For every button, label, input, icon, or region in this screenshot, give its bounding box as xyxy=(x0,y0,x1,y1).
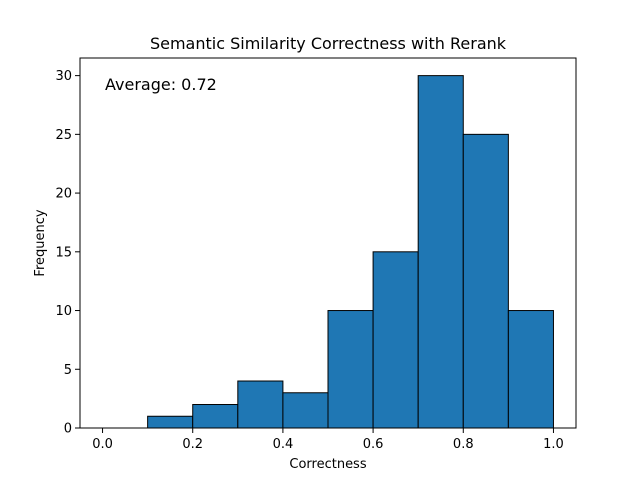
histogram-bar xyxy=(372,251,419,429)
x-axis-ticks: 0.0 0.2 0.4 0.6 0.8 1.0 xyxy=(92,428,564,452)
histogram-bar xyxy=(192,404,239,429)
y-tick-label: 20 xyxy=(55,187,72,202)
bars-group xyxy=(147,75,554,429)
x-tick-label: 1.0 xyxy=(543,437,564,452)
x-tick-label: 0.2 xyxy=(182,437,203,452)
y-tick-label: 10 xyxy=(55,304,72,319)
x-tick-label: 0.6 xyxy=(363,437,384,452)
x-axis-label: Correctness xyxy=(289,457,366,472)
x-tick-label: 0.8 xyxy=(453,437,474,452)
histogram-bar xyxy=(147,415,194,429)
x-tick-label: 0.0 xyxy=(92,437,113,452)
plot-frame xyxy=(79,57,577,429)
histogram-bar xyxy=(462,133,509,429)
y-tick-label: 5 xyxy=(64,363,72,378)
y-tick-label: 30 xyxy=(55,69,72,84)
x-tick-label: 0.4 xyxy=(273,437,294,452)
y-axis-ticks: 0 5 10 15 20 25 30 xyxy=(55,69,80,437)
y-axis-label: Frequency xyxy=(33,209,48,276)
histogram-bar xyxy=(417,75,464,429)
average-annotation: Average: 0.72 xyxy=(105,75,217,94)
histogram-bar xyxy=(327,310,374,429)
histogram-bar xyxy=(282,392,329,429)
y-tick-label: 15 xyxy=(55,245,72,260)
y-tick-label: 0 xyxy=(64,422,72,437)
y-tick-label: 25 xyxy=(55,128,72,143)
chart-title: Semantic Similarity Correctness with Rer… xyxy=(150,34,507,53)
histogram-bar xyxy=(507,310,554,429)
histogram-bar xyxy=(237,380,284,429)
